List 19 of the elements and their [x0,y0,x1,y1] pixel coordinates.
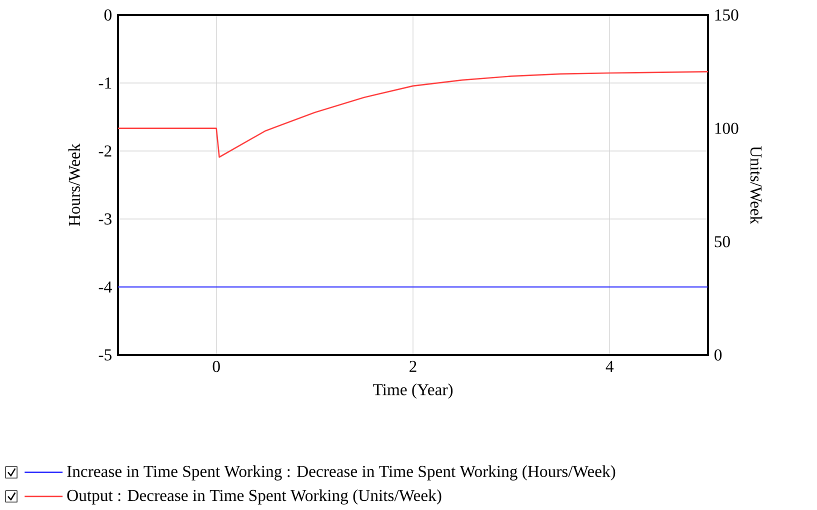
x-axis-title: Time (Year) [373,384,453,399]
y2-tick-label: 0 [714,349,722,361]
y-axis-title: Hours/Week [68,143,80,226]
y-tick-label: -5 [98,349,112,360]
y-tick-label: -2 [98,145,112,156]
legend-label: Output : Decrease in Time Spent Working (Units/Week) [67,489,442,505]
y2-tick-label: 150 [715,9,738,21]
y-tick-label: -3 [98,213,112,225]
y-tick-label: -1 [98,77,112,88]
x-tick-label: 0 [212,360,220,372]
legend-label: Increase in Time Spent Working : Decrease in Time Spent Working (Hours/Week) [67,465,616,480]
y-tick-label: 0 [104,9,112,21]
line-series [118,70,708,158]
y2-tick-label: 100 [715,122,738,134]
y2-tick-label: 50 [714,236,730,248]
x-tick-label: 4 [606,360,614,372]
y2-axis-title: Units/Week [750,146,762,224]
x-tick-label: 2 [410,360,416,372]
y-tick-label: -4 [98,281,112,292]
